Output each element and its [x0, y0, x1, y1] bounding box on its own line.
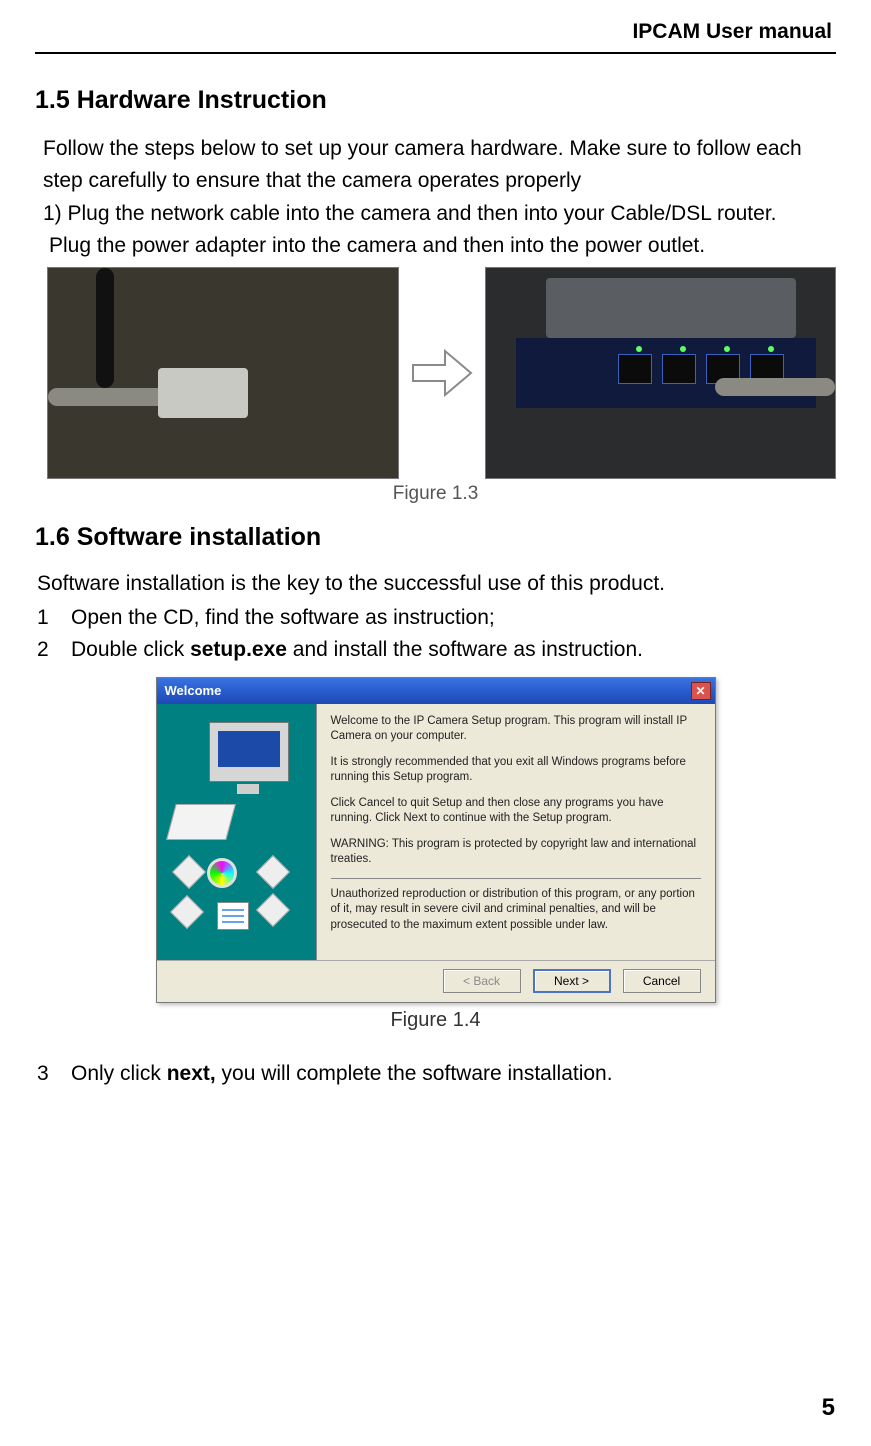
router-led-shape	[680, 346, 686, 352]
router-port-shape	[662, 354, 696, 384]
dialog-footer: < Back Next > Cancel	[157, 960, 715, 1002]
monitor-screen-shape	[218, 731, 280, 767]
diamond-icon	[256, 893, 290, 927]
router-led-shape	[636, 346, 642, 352]
close-icon: ✕	[695, 684, 705, 698]
header-rule	[35, 52, 836, 54]
setup-exe-label: setup.exe	[190, 638, 287, 661]
list-text: Open the CD, find the software as instru…	[71, 606, 495, 629]
diamond-icon	[170, 895, 204, 929]
cd-icon	[207, 858, 237, 888]
router-port-shape	[618, 354, 652, 384]
arrow-right-icon	[409, 343, 475, 403]
section-1-6-intro: Software installation is the key to the …	[37, 568, 836, 600]
dialog-titlebar: Welcome ✕	[157, 678, 715, 704]
note-line-shape	[222, 921, 244, 923]
list-number: 3	[37, 1062, 71, 1086]
figure-1-3	[47, 267, 836, 479]
section-1-5-step1a: 1) Plug the network cable into the camer…	[43, 198, 836, 230]
router-led-shape	[724, 346, 730, 352]
box-icon	[166, 804, 236, 840]
monitor-icon	[209, 722, 289, 782]
note-line-shape	[222, 909, 244, 911]
note-line-shape	[222, 915, 244, 917]
router-led-shape	[768, 346, 774, 352]
welcome-dialog: Welcome ✕	[156, 677, 716, 1003]
section-1-6-item-1: 1Open the CD, find the software as instr…	[37, 602, 836, 635]
section-1-5-step1b: Plug the power adapter into the camera a…	[49, 230, 836, 262]
page-number: 5	[822, 1394, 835, 1422]
list-number: 2	[37, 634, 71, 667]
doc-header-title: IPCAM User manual	[35, 20, 836, 52]
list-number: 1	[37, 602, 71, 635]
dialog-title: Welcome	[165, 683, 222, 698]
section-1-5-intro: Follow the steps below to set up your ca…	[43, 133, 836, 196]
note-icon	[217, 902, 249, 930]
dialog-left-graphic	[157, 704, 317, 960]
router-top-shape	[546, 278, 796, 338]
figure-1-3-caption: Figure 1.3	[35, 483, 836, 505]
next-button[interactable]: Next >	[533, 969, 611, 993]
section-1-6-item-3: 3Only click next, you will complete the …	[37, 1062, 836, 1086]
dialog-text-panel: Welcome to the IP Camera Setup program. …	[317, 704, 715, 960]
next-bold-label: next,	[167, 1062, 216, 1085]
figure-1-3-router-photo	[485, 267, 837, 479]
dialog-paragraph: WARNING: This program is protected by co…	[331, 837, 701, 868]
figure-1-4-caption: Figure 1.4	[35, 1009, 836, 1032]
section-1-6-heading: 1.6 Software installation	[35, 523, 836, 552]
back-button-label: < Back	[463, 974, 500, 988]
list-text-post: you will complete the software installat…	[216, 1062, 613, 1085]
diamond-icon	[172, 855, 206, 889]
close-button[interactable]: ✕	[691, 682, 711, 700]
monitor-stand-shape	[237, 784, 259, 794]
ethernet-plug-shape	[158, 368, 248, 418]
ethernet-cable-shape	[715, 378, 835, 396]
figure-1-3-arrow	[409, 343, 475, 403]
figure-1-3-camera-photo	[47, 267, 399, 479]
dialog-body: Welcome to the IP Camera Setup program. …	[157, 704, 715, 960]
section-1-6-item-2: 2Double click setup.exe and install the …	[37, 634, 836, 667]
camera-antenna-shape	[96, 268, 114, 388]
dialog-paragraph: Unauthorized reproduction or distributio…	[331, 887, 701, 934]
list-text-pre: Only click	[71, 1062, 167, 1085]
dialog-paragraph: It is strongly recommended that you exit…	[331, 755, 701, 786]
list-text-pre: Double click	[71, 638, 190, 661]
list-text-post: and install the software as instruction.	[287, 638, 643, 661]
dialog-paragraph: Welcome to the IP Camera Setup program. …	[331, 714, 701, 745]
dialog-separator	[331, 878, 701, 879]
next-button-label: Next >	[554, 974, 589, 988]
section-1-5-heading: 1.5 Hardware Instruction	[35, 86, 836, 115]
diamond-icon	[256, 855, 290, 889]
cancel-button-label: Cancel	[643, 974, 680, 988]
dialog-paragraph: Click Cancel to quit Setup and then clos…	[331, 796, 701, 827]
back-button[interactable]: < Back	[443, 969, 521, 993]
cancel-button[interactable]: Cancel	[623, 969, 701, 993]
